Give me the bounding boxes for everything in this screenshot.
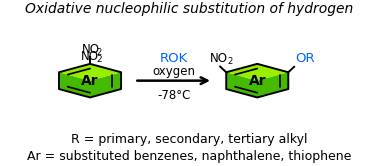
Text: 2: 2 — [227, 57, 232, 66]
Text: oxygen: oxygen — [152, 65, 195, 78]
Polygon shape — [226, 72, 288, 97]
Text: NO: NO — [81, 50, 99, 63]
Text: Oxidative nucleophilic substitution of hydrogen: Oxidative nucleophilic substitution of h… — [25, 2, 353, 16]
Polygon shape — [59, 64, 121, 81]
Text: NO: NO — [210, 52, 228, 65]
Text: NO: NO — [82, 43, 100, 56]
Text: OR: OR — [296, 52, 315, 65]
Text: Ar: Ar — [81, 74, 99, 88]
Text: ROK: ROK — [160, 52, 188, 65]
Text: 2: 2 — [97, 55, 102, 64]
Text: Ar: Ar — [248, 74, 266, 88]
Text: R = primary, secondary, tertiary alkyl: R = primary, secondary, tertiary alkyl — [71, 133, 307, 146]
Polygon shape — [59, 72, 121, 97]
Polygon shape — [226, 64, 288, 81]
Text: -78°C: -78°C — [157, 89, 191, 102]
Text: Ar = substituted benzenes, naphthalene, thiophene: Ar = substituted benzenes, naphthalene, … — [27, 150, 351, 163]
Text: 2: 2 — [96, 48, 101, 57]
